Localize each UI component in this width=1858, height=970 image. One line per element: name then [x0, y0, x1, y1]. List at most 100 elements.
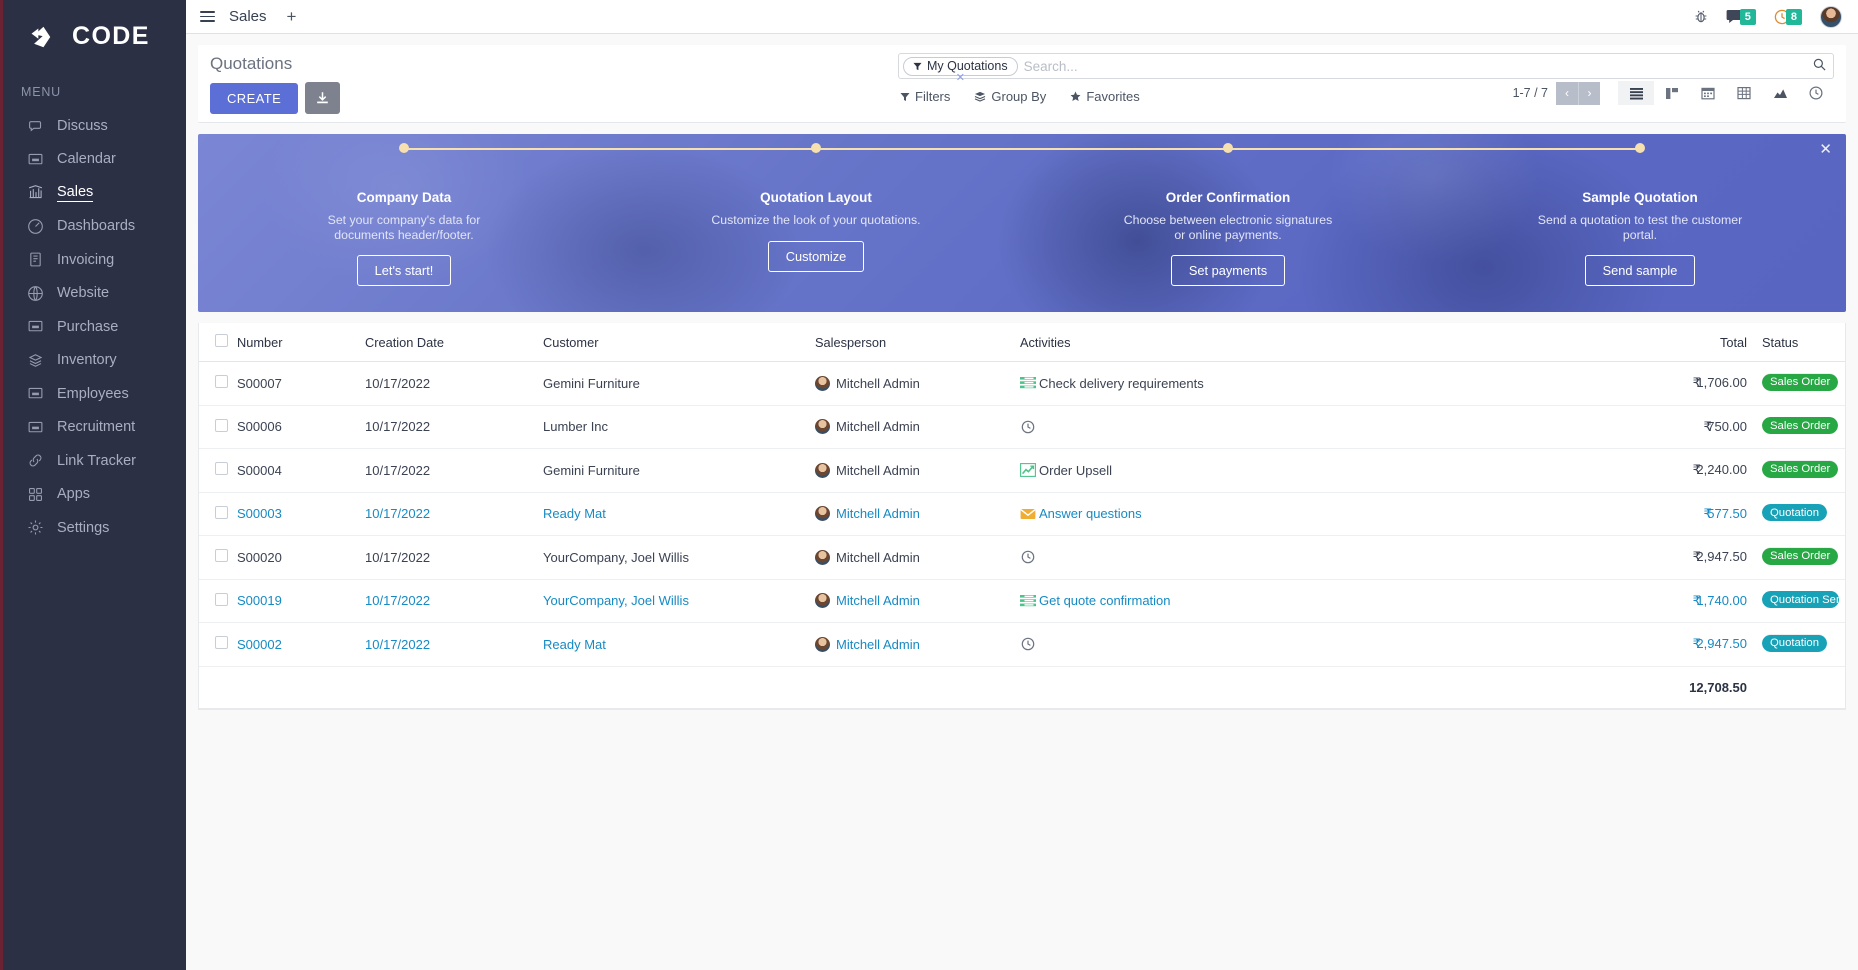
- cell-total: ₹2,240.00: [1633, 448, 1753, 493]
- cell-number[interactable]: S00020: [237, 535, 365, 580]
- activity-clock-icon: [1021, 420, 1035, 434]
- currency-symbol: ₹: [1703, 505, 1712, 521]
- cell-salesperson: Mitchell Admin: [815, 492, 1020, 536]
- settings-icon: [28, 520, 43, 535]
- table-row[interactable]: S00004 10/17/2022 Gemini Furniture Mitchell…: [199, 448, 1845, 493]
- sidebar-item-discuss[interactable]: Discuss: [3, 109, 186, 143]
- sidebar-item-purchase[interactable]: Purchase: [3, 310, 186, 344]
- row-checkbox[interactable]: [215, 549, 228, 563]
- sidebar-item-label: Calendar: [57, 151, 116, 168]
- cell-number[interactable]: S00007: [237, 361, 365, 406]
- column-status[interactable]: Status: [1753, 323, 1845, 362]
- cell-creation-date: 10/17/2022: [365, 448, 543, 493]
- row-checkbox[interactable]: [215, 462, 228, 476]
- search-icon[interactable]: [1813, 58, 1829, 74]
- sidebar-item-apps[interactable]: Apps: [3, 478, 186, 512]
- sidebar-item-inventory[interactable]: Inventory: [3, 344, 186, 378]
- total-amount: 2,240.00: [1696, 462, 1747, 478]
- bug-icon[interactable]: [1694, 9, 1708, 24]
- pager-next-button[interactable]: ›: [1578, 81, 1600, 105]
- cell-total: ₹1,706.00: [1633, 361, 1753, 406]
- view-graph-button[interactable]: [1762, 81, 1798, 105]
- onboarding-step-1: Company Data Set your company's data for …: [198, 134, 816, 312]
- invoicing-icon: [30, 252, 41, 267]
- select-all-checkbox[interactable]: [215, 334, 228, 347]
- activities-clock-icon[interactable]: 8: [1774, 8, 1802, 25]
- search-facet-my-quotations[interactable]: My Quotations ✕: [903, 56, 1018, 84]
- cell-activities[interactable]: [1020, 535, 1633, 580]
- row-checkbox[interactable]: [215, 636, 228, 650]
- row-checkbox[interactable]: [215, 505, 228, 519]
- sidebar-item-label: Sales: [57, 183, 94, 202]
- column-activities[interactable]: Activities: [1020, 323, 1633, 362]
- table-row[interactable]: S00003 10/17/2022 Ready Mat Mitchell Admin A…: [199, 492, 1845, 536]
- column-creation-date[interactable]: Creation Date: [365, 323, 543, 362]
- row-checkbox[interactable]: [215, 375, 228, 389]
- employees-icon: [28, 388, 43, 399]
- search-bar[interactable]: My Quotations ✕: [898, 53, 1834, 84]
- cell-number[interactable]: S00003: [237, 492, 365, 536]
- cell-number[interactable]: S00002: [237, 622, 365, 667]
- filters-dropdown[interactable]: Filters: [900, 89, 950, 104]
- step-action-button[interactable]: Send sample: [1584, 255, 1696, 286]
- sidebar-item-calendar[interactable]: Calendar: [3, 143, 186, 177]
- cell-activities[interactable]: Answer questions: [1020, 492, 1633, 536]
- cell-number[interactable]: S00006: [237, 405, 365, 449]
- column-salesperson[interactable]: Salesperson: [815, 323, 1020, 362]
- view-pivot-button[interactable]: [1726, 81, 1762, 105]
- cell-activities[interactable]: [1020, 405, 1633, 449]
- group-by-dropdown[interactable]: Group By: [974, 89, 1046, 104]
- cell-activities[interactable]: Check delivery requirements: [1020, 361, 1633, 406]
- calendar-icon: [28, 153, 43, 165]
- view-kanban-button[interactable]: [1654, 81, 1690, 105]
- sidebar-item-recruitment[interactable]: Recruitment: [3, 411, 186, 445]
- step-action-button[interactable]: Let's start!: [356, 255, 452, 286]
- facet-remove-icon[interactable]: ✕: [955, 71, 965, 84]
- table-row[interactable]: S00002 10/17/2022 Ready Mat Mitchell Admin ₹…: [199, 622, 1845, 667]
- create-button[interactable]: CREATE: [210, 82, 299, 114]
- sidebar-item-settings[interactable]: Settings: [3, 511, 186, 545]
- sidebar-item-website[interactable]: Website: [3, 277, 186, 311]
- menu-toggle-icon[interactable]: [200, 10, 215, 23]
- app-name[interactable]: Sales: [229, 8, 267, 25]
- status-badge: Sales Order: [1762, 547, 1839, 565]
- cell-activities[interactable]: Get quote confirmation: [1020, 579, 1633, 623]
- cell-number[interactable]: S00019: [237, 579, 365, 623]
- banner-close-icon[interactable]: ✕: [1819, 141, 1832, 158]
- cell-activities[interactable]: Order Upsell: [1020, 448, 1633, 493]
- user-avatar[interactable]: [1820, 5, 1842, 28]
- action-buttons: CREATE: [210, 82, 1834, 114]
- table-row[interactable]: S00007 10/17/2022 Gemini Furniture Mitchell…: [199, 361, 1845, 406]
- messages-icon[interactable]: 5: [1726, 8, 1756, 25]
- add-tab-button[interactable]: +: [286, 7, 297, 26]
- cell-number[interactable]: S00004: [237, 448, 365, 493]
- view-activity-button[interactable]: [1798, 81, 1834, 105]
- sidebar-item-invoicing[interactable]: Invoicing: [3, 243, 186, 277]
- row-checkbox[interactable]: [215, 418, 228, 432]
- column-total[interactable]: Total: [1633, 323, 1753, 362]
- column-number[interactable]: Number: [237, 323, 365, 362]
- view-calendar-button[interactable]: [1690, 81, 1726, 105]
- select-all-header: [199, 323, 237, 362]
- step-action-button[interactable]: Set payments: [1170, 255, 1286, 286]
- menu-heading: MENU: [21, 85, 62, 99]
- sidebar-item-employees[interactable]: Employees: [3, 377, 186, 411]
- sidebar-item-link-tracker[interactable]: Link Tracker: [3, 444, 186, 478]
- table-row[interactable]: S00020 10/17/2022 YourCompany, Joel Willis…: [199, 535, 1845, 580]
- favorites-dropdown[interactable]: Favorites: [1070, 89, 1140, 104]
- search-input[interactable]: [1017, 58, 1813, 74]
- cell-activities[interactable]: [1020, 622, 1633, 667]
- salesperson-avatar: [815, 593, 830, 609]
- pager-previous-button[interactable]: ‹: [1556, 81, 1578, 105]
- import-button[interactable]: [305, 82, 341, 114]
- table-row[interactable]: S00019 10/17/2022 YourCompany, Joel Willis…: [199, 579, 1845, 623]
- column-customer[interactable]: Customer: [543, 323, 815, 362]
- sidebar-item-dashboards[interactable]: Dashboards: [3, 210, 186, 244]
- row-checkbox[interactable]: [215, 592, 228, 606]
- sidebar-item-sales[interactable]: Sales: [3, 176, 186, 210]
- brand-logo-area[interactable]: CODE: [3, 22, 186, 51]
- step-action-button[interactable]: Customize: [767, 240, 865, 272]
- view-list-button[interactable]: [1618, 81, 1654, 105]
- activity-label: Answer questions: [1039, 506, 1142, 522]
- table-row[interactable]: S00006 10/17/2022 Lumber Inc Mitchell Admin…: [199, 405, 1845, 449]
